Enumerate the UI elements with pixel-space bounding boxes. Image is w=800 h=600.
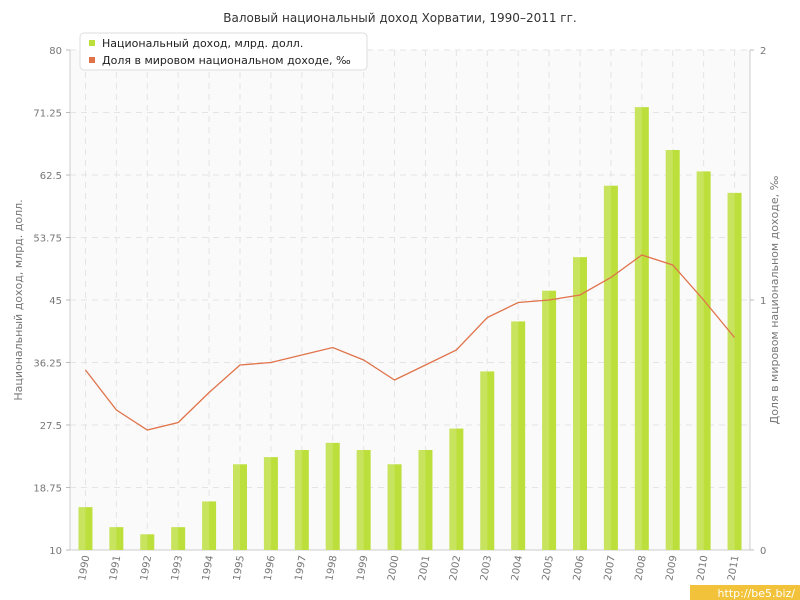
bar-2009 [665,150,680,550]
bar-1997 [294,450,309,550]
y-left-tick-label: 62.5 [40,171,62,182]
bar-highlight [356,450,364,550]
bar-2003 [480,371,495,550]
x-tick-label-2008: 2008 [634,555,649,582]
bar-highlight [387,464,395,550]
bar-highlight [140,534,148,550]
x-tick-label-1993: 1993 [170,555,185,582]
right-axis-ticks: 0 1 2 [750,46,766,557]
x-tick-label-2003: 2003 [479,555,494,582]
bar-highlight [665,150,673,550]
x-tick-label-1992: 1992 [139,555,154,582]
y-left-tick-label: 18.75 [33,484,62,495]
y-left-tick-label: 36.25 [33,359,62,370]
y-left-tick-label: 80 [49,46,62,57]
x-tick-label-1998: 1998 [324,555,339,582]
bar-highlight [418,450,426,550]
legend: Национальный доход, млрд. долл. Доля в м… [79,32,368,71]
bar-highlight [727,192,735,550]
bar-1991 [109,527,124,550]
y-right-tick-label: 2 [760,46,766,57]
bar-2007 [603,185,618,550]
bar-1992 [140,534,155,550]
bar-highlight [78,507,86,550]
y-left-tick-label: 71.25 [33,109,62,120]
y-left-tick-label: 10 [49,546,62,557]
x-tick-label-1996: 1996 [263,555,278,582]
bar-highlight [325,442,333,550]
x-tick-label-2007: 2007 [603,555,618,582]
share-line [84,254,736,431]
bar-highlight [263,457,271,550]
bar-highlight [634,107,642,551]
x-tick-label-2001: 2001 [417,555,432,582]
bar-2010 [696,171,711,550]
x-tick-label-2000: 2000 [386,555,401,582]
bar-highlight [573,257,580,550]
watermark-link[interactable]: http://be5.biz/ [718,587,796,600]
legend-label-income: Национальный доход, млрд. долл. [102,37,303,50]
bar-2011 [727,192,742,550]
x-tick-label-1995: 1995 [232,555,247,582]
bar-1994 [202,501,217,550]
x-tick-label-2009: 2009 [664,555,679,582]
bar-highlight [603,185,611,550]
watermark-background [690,585,800,600]
x-tick-label-2011: 2011 [726,555,741,582]
bar-1999 [356,450,371,550]
bar-2000 [387,464,402,550]
bar-1998 [325,442,340,550]
chart-title: Валовый национальный доход Хорватии, 199… [223,11,576,25]
legend-label-share: Доля в мировом национальном доходе, ‰ [102,54,351,67]
y-left-tick-label: 27.5 [40,421,62,432]
bar-highlight [511,321,519,550]
y-left-tick-label: 53.75 [33,234,62,245]
x-tick-label-1999: 1999 [355,555,370,582]
y-right-tick-label: 0 [760,546,766,557]
x-tick-label-1997: 1997 [294,555,309,582]
bar-highlight [109,527,117,550]
bar-1996 [263,457,278,550]
bar-highlight [449,428,457,550]
bar-highlight [294,450,302,550]
x-tick-label-1994: 1994 [201,555,216,582]
x-axis-ticks: 1990 1991 1992 1993 1994 1995 1996 1997 1998 1999… [77,555,741,582]
watermark[interactable]: http://be5.biz/ [690,585,800,600]
x-tick-label-2006: 2006 [572,555,587,582]
y-axis-left-label: Национальный доход, млрд. долл. [12,199,25,400]
bar-2002 [449,428,464,550]
bar-2008 [634,107,649,551]
y-axis-right-label: Доля в мировом национальном доходе, ‰ [768,175,781,424]
bar-2004 [511,321,526,550]
bars [78,107,742,551]
x-tick-label-2002: 2002 [448,555,463,582]
bar-2001 [418,450,433,550]
y-right-tick-label: 1 [760,296,766,307]
x-tick-label-2010: 2010 [695,555,710,582]
bar-1990 [78,507,93,550]
bar-highlight [171,527,179,550]
legend-swatch-income [89,40,95,46]
bar-highlight [542,290,550,550]
left-axis-ticks: 10 18.75 27.5 36.25 45 53.75 62.5 71.25 80 [33,46,70,557]
bar-highlight [202,501,210,550]
x-tick-label-2004: 2004 [510,555,525,582]
y-left-tick-label: 45 [49,296,62,307]
bar-highlight [696,171,704,550]
bar-2006 [573,257,587,550]
legend-swatch-share [89,57,95,63]
x-tick-label-1991: 1991 [108,555,123,582]
share-line-path [84,254,736,431]
bar-1995 [233,464,247,550]
x-tick-label-2005: 2005 [541,555,556,582]
legend-box [79,32,368,71]
bar-2005 [542,290,557,550]
x-tick-label-1990: 1990 [77,555,92,582]
bar-1993 [171,527,186,550]
bar-highlight [480,371,488,550]
bar-highlight [233,464,240,550]
